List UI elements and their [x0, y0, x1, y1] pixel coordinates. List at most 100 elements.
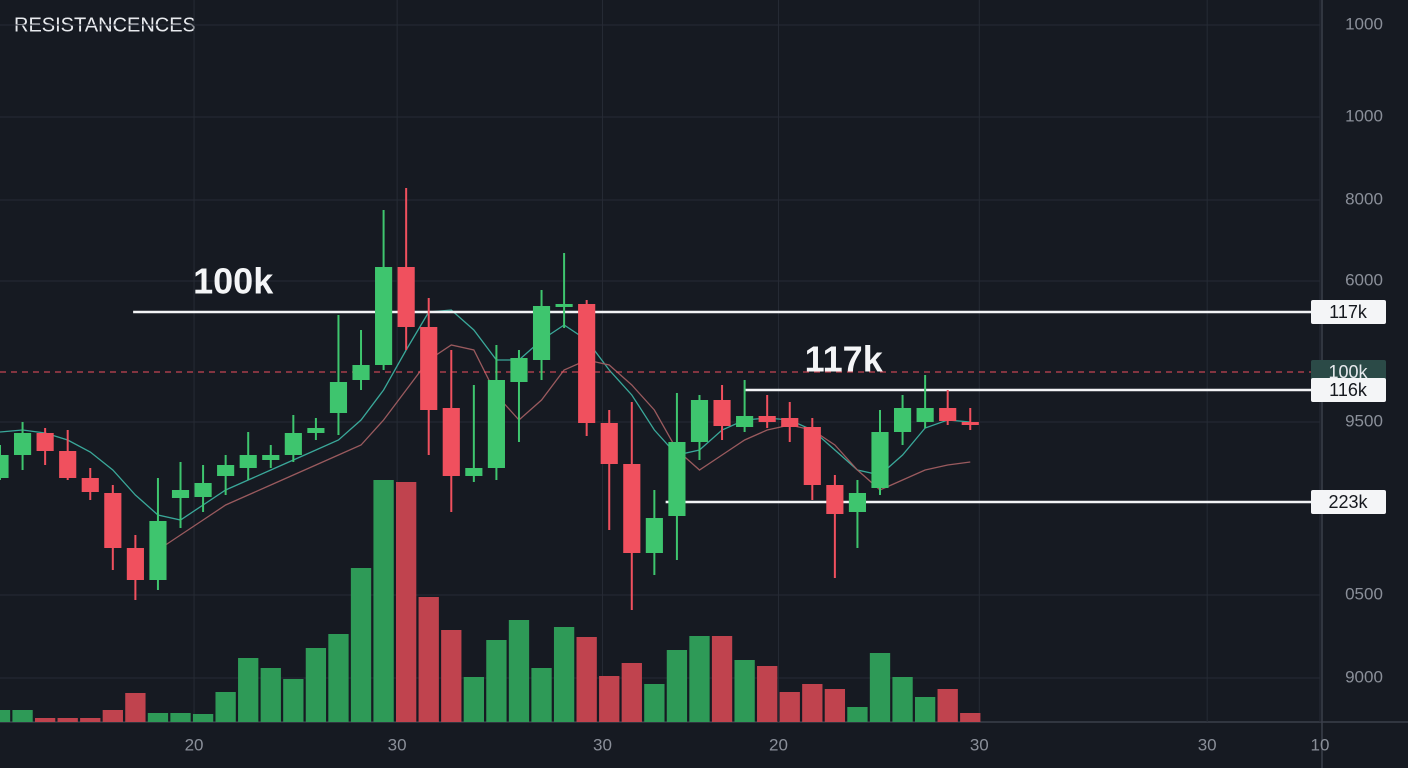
x-tick-label: 30 — [1198, 735, 1217, 754]
volume-bar — [824, 689, 846, 722]
volume-bar — [102, 710, 123, 722]
level-label-box — [1311, 300, 1386, 324]
volume-bar — [305, 648, 327, 722]
level-label-box — [1311, 378, 1386, 402]
candle-body — [690, 400, 709, 442]
volume-bar — [350, 568, 372, 722]
volume-bar — [553, 627, 575, 722]
level-label: 117k — [1329, 302, 1368, 322]
candle-body — [848, 493, 867, 512]
y-tick-label: 8000 — [1345, 189, 1383, 208]
y-tick-label: 1000 — [1345, 14, 1383, 33]
volume-bar — [779, 692, 800, 722]
level-annotation: 100k — [193, 261, 274, 302]
candle-body — [194, 483, 212, 497]
level-label: 223k — [1328, 492, 1368, 512]
level-label-box — [1311, 490, 1386, 514]
volume-bar — [125, 693, 146, 722]
volume-bar — [937, 689, 958, 722]
volume-bar — [463, 677, 484, 722]
moving-average-line — [157, 344, 971, 551]
candle-body — [803, 427, 821, 485]
volume-bar — [418, 597, 439, 722]
volume-bar — [802, 684, 823, 722]
y-tick-label: 1000 — [1345, 106, 1383, 125]
candle-body — [329, 382, 348, 413]
candle-body — [13, 433, 32, 455]
volume-bar — [599, 676, 620, 722]
x-tick-label: 10 — [1311, 735, 1330, 754]
candle-body — [645, 518, 663, 553]
volume-bar — [711, 636, 733, 722]
candle-body — [239, 455, 257, 468]
volume-bar — [328, 634, 349, 722]
x-tick-label: 30 — [388, 735, 407, 754]
candle-body — [916, 408, 934, 422]
volume-bar — [847, 707, 868, 722]
candle-body — [668, 442, 686, 516]
candle-body — [465, 468, 483, 476]
candle-body — [420, 327, 438, 410]
volume-bar — [757, 666, 778, 722]
grid — [0, 0, 1321, 722]
volume-bar — [576, 637, 597, 722]
candle-body — [0, 455, 9, 478]
candle-body — [826, 485, 844, 514]
x-tick-label: 30 — [593, 735, 612, 754]
volume-bar — [644, 684, 665, 722]
volume-bar — [12, 710, 33, 722]
candle-body — [149, 521, 167, 580]
candle-body — [284, 433, 302, 455]
candle-body — [487, 380, 505, 468]
candle-body — [871, 432, 889, 488]
candle-body — [262, 455, 280, 460]
volume-bar — [0, 710, 11, 722]
x-tick-label: 20 — [185, 735, 204, 754]
candle-body — [104, 493, 122, 548]
candle-body — [397, 267, 415, 327]
volume-bar — [914, 697, 936, 722]
candle-body — [736, 416, 754, 427]
y-tick-label: 6000 — [1345, 270, 1383, 289]
volume-bar — [57, 718, 78, 722]
volume-bar — [396, 482, 417, 722]
candle-body — [555, 304, 573, 307]
candle-body — [307, 428, 325, 433]
volume-bar — [734, 660, 755, 722]
level-label: 116k — [1329, 380, 1368, 400]
candle-body — [939, 408, 957, 421]
volume-bar — [170, 713, 191, 722]
level-annotation: 117k — [805, 339, 884, 380]
volume-bar — [960, 713, 981, 722]
volume-bar — [80, 718, 101, 722]
candle-body — [781, 418, 799, 427]
candle-body — [375, 267, 393, 365]
volume-bar — [215, 692, 236, 722]
volume-bar — [531, 668, 552, 722]
volume-bar — [689, 636, 710, 722]
volume-bar — [892, 677, 913, 722]
candle-body — [126, 548, 144, 580]
candle-body — [510, 358, 528, 382]
candle-body — [713, 400, 731, 426]
y-tick-label: 9000 — [1345, 667, 1383, 686]
candle-body — [81, 478, 99, 492]
volume-bar — [373, 480, 394, 722]
x-tick-label: 30 — [970, 735, 989, 754]
candle-body — [623, 464, 641, 553]
candle-body — [442, 408, 460, 476]
candle-body — [578, 304, 596, 423]
volume-bar — [441, 630, 462, 722]
volume-bar — [666, 650, 688, 722]
volume-bar — [621, 663, 642, 722]
volume-bar — [34, 718, 56, 722]
candle-body — [352, 365, 370, 380]
candle-body — [600, 423, 618, 464]
volume-bar — [869, 653, 891, 722]
volume-bar — [260, 668, 281, 722]
candle-body — [36, 433, 54, 451]
candle-body — [171, 490, 190, 498]
volume-bar — [192, 714, 214, 722]
volume-bar — [238, 658, 259, 722]
